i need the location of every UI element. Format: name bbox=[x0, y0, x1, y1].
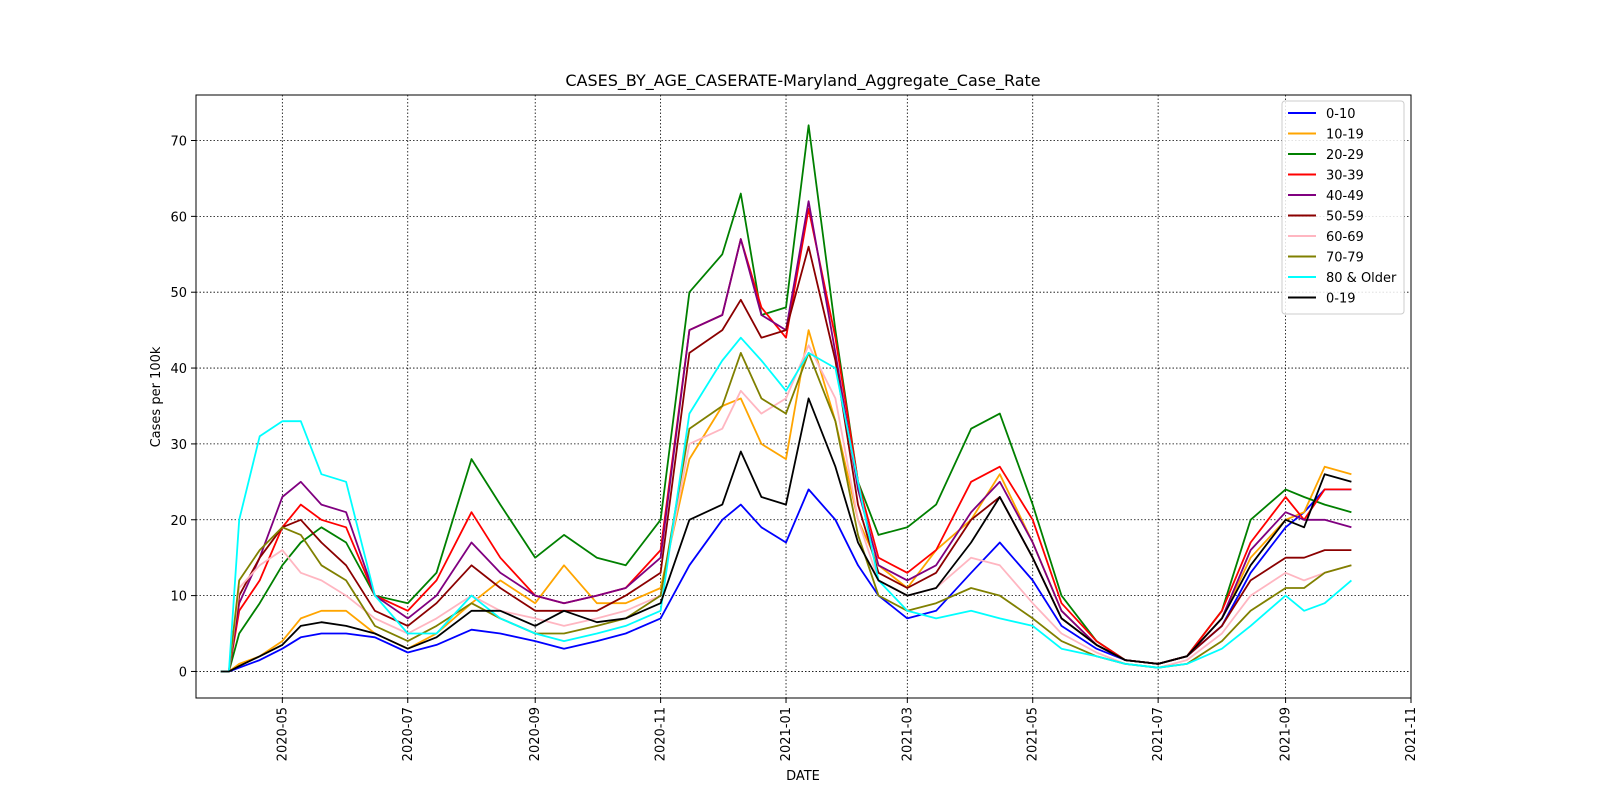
x-tick-label: 2021-03 bbox=[900, 707, 915, 761]
legend-label: 0-10 bbox=[1326, 107, 1356, 122]
legend: 0-10 10-19 20-29 30-39 40-49 50-59 60-69 70-79 8… bbox=[1281, 100, 1405, 315]
y-tick-label: 30 bbox=[170, 438, 187, 453]
chart-title: CASES_BY_AGE_CASERATE-Maryland_Aggregate… bbox=[565, 71, 1040, 91]
series-line-80-older bbox=[220, 336, 1352, 673]
legend-label: 60-69 bbox=[1326, 230, 1364, 245]
y-tick-label: 10 bbox=[170, 590, 187, 605]
x-tick-label: 2021-05 bbox=[1026, 707, 1041, 761]
legend-label: 70-79 bbox=[1326, 251, 1364, 266]
y-tick-label: 40 bbox=[170, 362, 187, 377]
legend-label: 40-49 bbox=[1326, 189, 1364, 204]
legend-label: 30-39 bbox=[1326, 169, 1364, 184]
legend-label: 0-19 bbox=[1326, 292, 1356, 307]
plot-frame bbox=[195, 94, 1412, 699]
y-tick-label: 0 bbox=[179, 665, 187, 680]
y-tick-label: 70 bbox=[170, 135, 187, 150]
x-tick-label: 2021-11 bbox=[1404, 707, 1419, 761]
y-axis-ticks: 0 10 20 30 40 50 60 70 bbox=[170, 135, 196, 680]
y-axis-label: Cases per 100k bbox=[149, 346, 164, 447]
x-tick-label: 2020-11 bbox=[654, 707, 669, 761]
x-axis-label: DATE bbox=[786, 769, 820, 784]
x-tick-label: 2020-09 bbox=[528, 707, 543, 761]
legend-label: 20-29 bbox=[1326, 148, 1364, 163]
x-tick-label: 2020-05 bbox=[275, 707, 290, 761]
legend-label: 10-19 bbox=[1326, 128, 1364, 143]
x-tick-label: 2021-01 bbox=[779, 707, 794, 761]
y-tick-label: 60 bbox=[170, 210, 187, 225]
series-lines bbox=[220, 124, 1352, 673]
y-tick-label: 20 bbox=[170, 514, 187, 529]
x-tick-label: 2020-07 bbox=[401, 707, 416, 761]
legend-label: 50-59 bbox=[1326, 210, 1364, 225]
series-line-40-49 bbox=[220, 200, 1352, 673]
series-line-0-19 bbox=[220, 397, 1352, 673]
x-axis-ticks: 2020-05 2020-07 2020-09 2020-11 2021-01 2021-… bbox=[275, 698, 1419, 761]
y-tick-label: 50 bbox=[170, 286, 187, 301]
legend-label: 80 & Older bbox=[1326, 271, 1397, 286]
x-tick-label: 2021-07 bbox=[1151, 707, 1166, 761]
series-line-0-10 bbox=[220, 488, 1352, 673]
x-tick-label: 2021-09 bbox=[1279, 707, 1294, 761]
